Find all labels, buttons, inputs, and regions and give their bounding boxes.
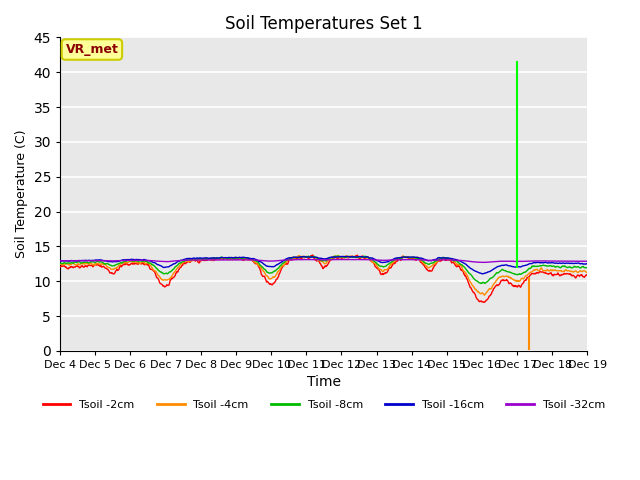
X-axis label: Time: Time [307,375,340,389]
Title: Soil Temperatures Set 1: Soil Temperatures Set 1 [225,15,422,33]
Y-axis label: Soil Temperature (C): Soil Temperature (C) [15,130,28,258]
Text: VR_met: VR_met [65,43,118,56]
Legend: Tsoil -2cm, Tsoil -4cm, Tsoil -8cm, Tsoil -16cm, Tsoil -32cm: Tsoil -2cm, Tsoil -4cm, Tsoil -8cm, Tsoi… [38,396,609,414]
